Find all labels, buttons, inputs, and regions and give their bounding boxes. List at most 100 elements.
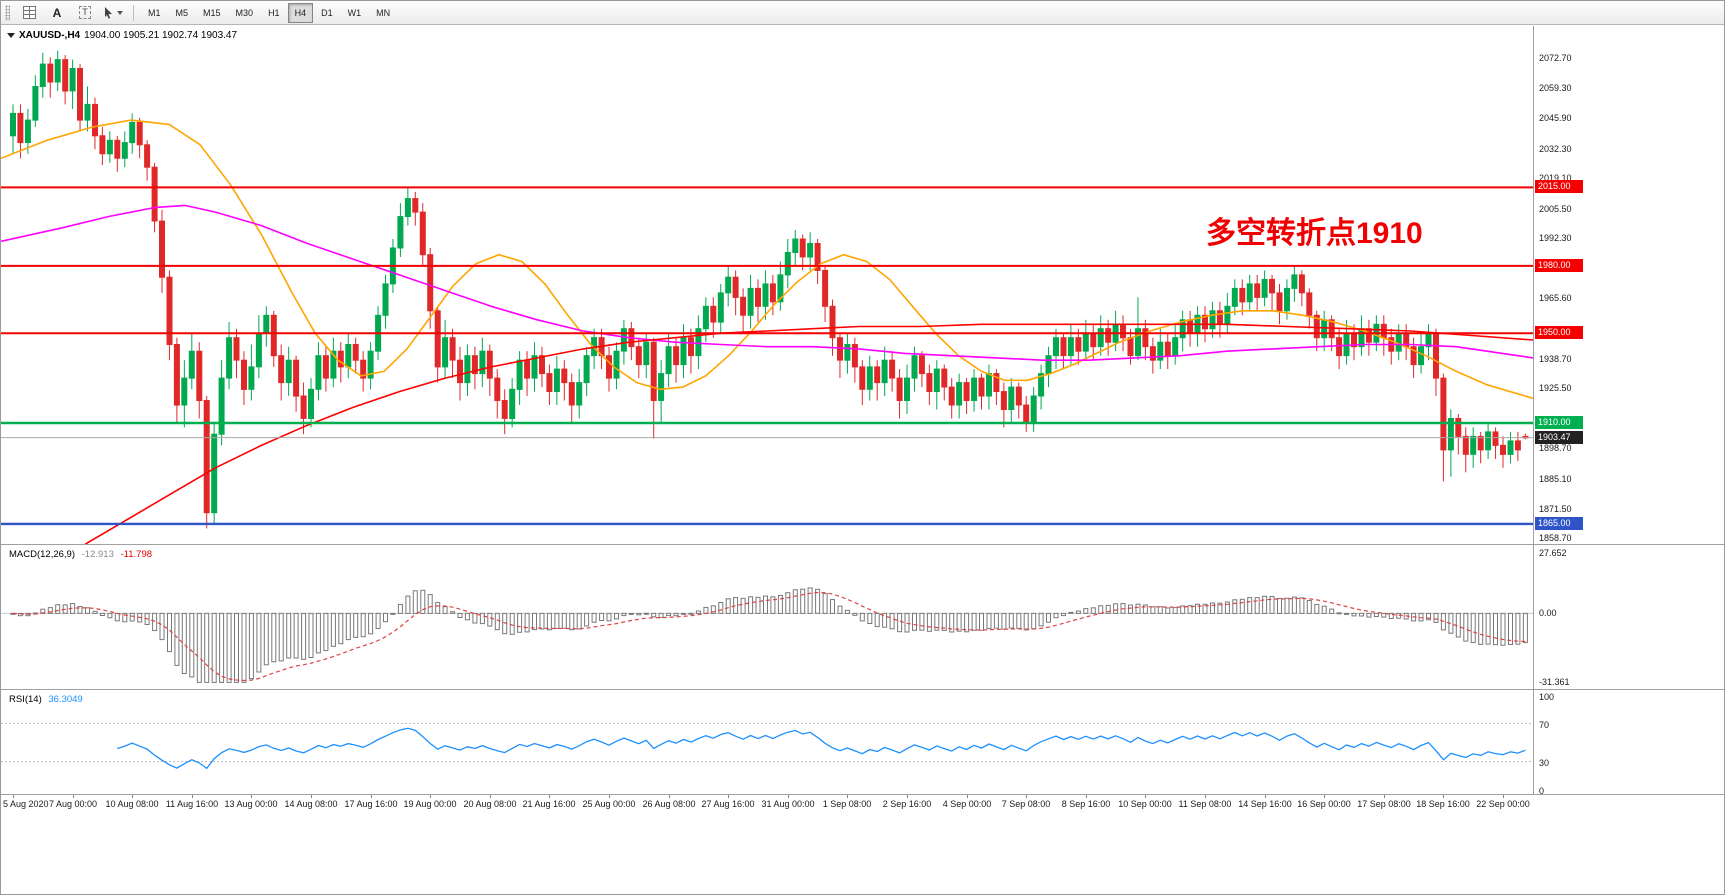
time-axis-label: 19 Aug 00:00 xyxy=(403,799,457,809)
time-axis-label: 7 Aug 00:00 xyxy=(48,799,98,809)
chart-symbol-timeframe: XAUUSD-,H4 xyxy=(19,30,81,41)
support-badge-1865.00: 1865.00 xyxy=(1535,517,1583,530)
time-axis-tick xyxy=(1324,795,1325,798)
rsi-scale-label: 100 xyxy=(1539,692,1555,702)
time-axis-tick xyxy=(1205,795,1206,798)
time-axis[interactable]: 5 Aug 2020 7 Aug 00:00 10 Aug 08:00 11 Aug … xyxy=(1,795,1533,815)
macd-histogram xyxy=(10,587,1528,683)
price-scale-label: 1858.70 xyxy=(1539,533,1572,543)
time-axis-tick xyxy=(549,795,550,798)
time-axis-label: 1 Sep 08:00 xyxy=(822,799,872,809)
rsi-line xyxy=(117,727,1526,770)
timeframe-h1[interactable]: H1 xyxy=(268,7,280,18)
time-axis-tick xyxy=(1503,795,1504,798)
time-axis-tick xyxy=(13,795,14,798)
time-axis-label: 17 Aug 16:00 xyxy=(344,799,398,809)
rsi-value: 36.3049 xyxy=(48,694,83,705)
text-label-button[interactable]: T xyxy=(72,2,98,24)
time-axis-label: 10 Sep 00:00 xyxy=(1118,799,1172,809)
price-scale-label: 2059.30 xyxy=(1539,83,1572,93)
rsi-label: RSI(14) 36.3049 xyxy=(9,694,83,705)
ma-mid-magenta xyxy=(1,204,1533,362)
time-axis-label: 4 Sep 00:00 xyxy=(942,799,992,809)
timeframe-buttons: M1 M5 M15 M30 H1 H4 D1 W1 MN xyxy=(141,2,397,23)
time-axis-label: 27 Aug 16:00 xyxy=(701,799,755,809)
macd-signal-line xyxy=(12,591,1526,682)
macd-main-value: -12.913 xyxy=(81,549,114,560)
time-axis-tick xyxy=(788,795,789,798)
time-axis-label: 14 Aug 08:00 xyxy=(284,799,338,809)
rsi-scale[interactable]: 100 70 30 0 xyxy=(1534,691,1724,796)
time-axis-tick xyxy=(728,795,729,798)
timeframe-mn[interactable]: MN xyxy=(376,7,391,18)
time-axis-label: 16 Sep 00:00 xyxy=(1297,799,1351,809)
resistance-badge-2015.00: 2015.00 xyxy=(1535,180,1583,193)
timeframe-m30[interactable]: M30 xyxy=(235,7,254,18)
price-scale-label: 2032.30 xyxy=(1539,144,1572,154)
chart-title: XAUUSD-,H4 1904.00 1905.21 1902.74 1903.… xyxy=(7,30,237,41)
price-scale-label: 2072.70 xyxy=(1539,53,1572,63)
chart-annotation-text[interactable]: 多空转折点1910 xyxy=(1206,217,1423,250)
timeframe-m15[interactable]: M15 xyxy=(203,7,221,18)
time-axis-label: 7 Sep 08:00 xyxy=(1001,799,1051,809)
time-axis-label: 18 Sep 16:00 xyxy=(1416,799,1470,809)
timeframe-h4[interactable]: H4 xyxy=(287,2,314,23)
panel-separator[interactable] xyxy=(1,689,1724,690)
time-axis-tick xyxy=(907,795,908,798)
time-axis-tick xyxy=(609,795,610,798)
price-scale-label: 2045.90 xyxy=(1539,113,1572,123)
macd-scale-label: 0.00 xyxy=(1539,608,1557,619)
time-axis-tick xyxy=(847,795,848,798)
time-axis-tick xyxy=(430,795,431,798)
time-axis-tick xyxy=(192,795,193,798)
time-axis-tick xyxy=(73,795,74,798)
toolbar-drag-handle[interactable] xyxy=(5,4,10,21)
time-axis-label: 17 Sep 08:00 xyxy=(1357,799,1411,809)
time-axis-tick xyxy=(490,795,491,798)
collapse-triangle-icon xyxy=(7,33,15,38)
text-annotation-button[interactable]: A xyxy=(52,5,62,20)
ma-slow-red xyxy=(84,323,1533,544)
cursor-tool-dropdown[interactable] xyxy=(100,2,126,24)
price-scale-label: 1885.10 xyxy=(1539,474,1572,484)
timeframe-m1[interactable]: M1 xyxy=(148,7,161,18)
time-axis-label: 11 Aug 16:00 xyxy=(165,799,219,809)
price-scale[interactable]: 2072.70 2059.30 2045.90 2032.30 2019.10 2005.… xyxy=(1534,26,1724,544)
chevron-down-icon xyxy=(117,10,123,15)
resistance-badge-1950.00: 1950.00 xyxy=(1535,326,1583,339)
grid-tool-button[interactable] xyxy=(16,2,42,24)
timeframe-d1[interactable]: D1 xyxy=(321,7,333,18)
rsi-panel-canvas[interactable] xyxy=(1,691,1533,794)
macd-scale-label: -31.361 xyxy=(1539,677,1570,687)
rsi-scale-label: 30 xyxy=(1539,758,1550,768)
current-price-badge: 1903.47 xyxy=(1535,431,1583,444)
time-axis-label: 5 Aug 2020 xyxy=(3,799,49,809)
time-axis-tick xyxy=(1086,795,1087,798)
resistance-badge-1980.00: 1980.00 xyxy=(1535,259,1583,272)
panel-separator[interactable] xyxy=(1,544,1724,545)
price-scale-label: 1938.70 xyxy=(1539,354,1572,364)
price-scale-label: 1992.30 xyxy=(1539,233,1572,243)
time-axis-label: 13 Aug 00:00 xyxy=(224,799,278,809)
label-frame-icon: T xyxy=(79,6,91,19)
macd-scale[interactable]: 27.652 0.00 -31.361 xyxy=(1534,546,1724,689)
support-badge-1910.00: 1910.00 xyxy=(1535,416,1583,429)
chart-ohlc-values: 1904.00 1905.21 1902.74 1903.47 xyxy=(84,30,238,41)
time-axis-tick xyxy=(1145,795,1146,798)
timeframe-m5[interactable]: M5 xyxy=(175,7,189,18)
time-axis-label: 2 Sep 16:00 xyxy=(882,799,932,809)
price-chart-canvas[interactable] xyxy=(1,26,1533,544)
toolbar: A T M1 M5 M15 M30 H1 H4 D1 W1 MN xyxy=(1,1,1724,25)
macd-panel-canvas[interactable] xyxy=(1,546,1533,689)
time-axis-label: 11 Sep 08:00 xyxy=(1178,799,1232,809)
timeframe-w1[interactable]: W1 xyxy=(347,7,362,18)
rsi-scale-label: 0 xyxy=(1539,786,1545,796)
time-axis-label: 26 Aug 08:00 xyxy=(642,799,696,809)
price-scale-label: 1871.50 xyxy=(1539,504,1572,514)
macd-label: MACD(12,26,9) -12.913 -11.798 xyxy=(9,549,152,560)
time-axis-label: 31 Aug 00:00 xyxy=(761,799,815,809)
time-axis-label: 21 Aug 16:00 xyxy=(522,799,576,809)
time-axis-tick xyxy=(967,795,968,798)
axis-separator xyxy=(1,794,1724,795)
